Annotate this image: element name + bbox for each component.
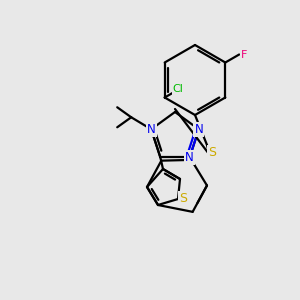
Text: N: N <box>194 123 203 136</box>
Text: S: S <box>179 193 187 206</box>
Text: S: S <box>208 146 216 160</box>
Text: N: N <box>185 151 194 164</box>
Text: N: N <box>147 123 156 136</box>
Text: Cl: Cl <box>173 83 184 94</box>
Text: F: F <box>241 50 247 59</box>
